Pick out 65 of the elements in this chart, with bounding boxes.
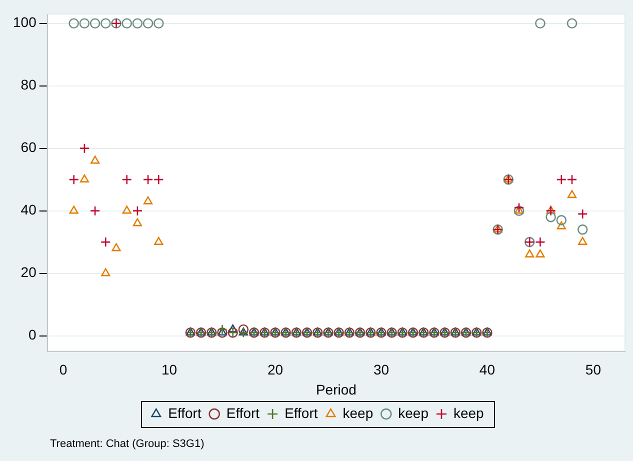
point (556, 215, 567, 226)
x-tick-label: 20 (267, 362, 284, 378)
point (68, 18, 80, 29)
point (566, 174, 578, 185)
point (142, 174, 154, 185)
y-tick-label: 60 (20, 139, 37, 156)
y-tick-label: 80 (20, 76, 37, 93)
y-tick-label: 0 (28, 326, 37, 343)
point (142, 18, 154, 29)
point (217, 324, 228, 335)
legend-label: keep (398, 404, 429, 421)
point (536, 249, 545, 258)
point (132, 218, 142, 226)
point (68, 174, 80, 185)
point (80, 174, 89, 182)
legend-label: keep (342, 404, 374, 421)
point (535, 18, 546, 29)
point (101, 268, 110, 276)
point (132, 18, 143, 29)
x-tick-label: 50 (585, 362, 602, 378)
point (228, 324, 238, 332)
point (556, 174, 567, 185)
x-tick-label: 0 (59, 362, 68, 378)
point (504, 174, 513, 182)
y-tick-label: 100 (13, 14, 37, 30)
legend-label: keep (453, 404, 484, 421)
point (514, 202, 524, 213)
point (556, 221, 566, 230)
point (122, 18, 132, 29)
legend-label: Effort (168, 404, 202, 421)
x-tick-label: 40 (479, 362, 496, 378)
point (100, 236, 111, 248)
point (154, 236, 164, 245)
y-tick-label: 20 (20, 264, 37, 280)
point (578, 236, 588, 245)
point (153, 174, 164, 185)
point (546, 212, 556, 222)
point (567, 190, 577, 198)
point (122, 174, 132, 185)
point (238, 324, 249, 335)
point (90, 206, 100, 216)
text: Treatment: Chat (Group: S3G1) (50, 438, 204, 450)
point (525, 249, 534, 258)
legend-label: Effort (226, 404, 260, 421)
point (566, 18, 578, 29)
y-tick-label: 40 (20, 202, 37, 218)
point (153, 18, 164, 29)
legend-label: Effort (284, 404, 318, 421)
point (79, 143, 90, 154)
point (90, 18, 100, 29)
point (577, 208, 588, 220)
point (144, 196, 153, 204)
point (79, 18, 90, 29)
point (132, 206, 143, 216)
point (535, 236, 546, 248)
x-axis-title: Period (316, 381, 356, 398)
point (122, 206, 132, 214)
point (100, 18, 111, 29)
point (69, 206, 78, 214)
point (493, 224, 502, 232)
point (577, 224, 588, 235)
point (112, 243, 121, 252)
x-tick-label: 10 (161, 362, 178, 378)
x-tick-label: 30 (373, 362, 390, 378)
point (90, 156, 100, 164)
